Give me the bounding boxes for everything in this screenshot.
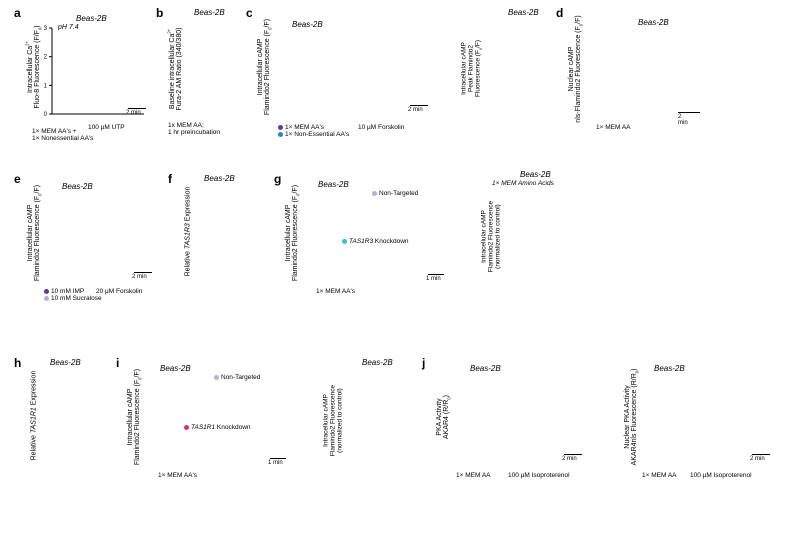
panel-i-bar-ylabel: Intracellular cAMPFlamindo2 Fluorescence… [323, 371, 344, 471]
panel-b-xlabel: 1x MEM AA;1 hr preincubation [168, 122, 220, 136]
scale-bar [134, 272, 152, 273]
scale-bar [564, 454, 582, 455]
cell-line-label: Beas-2B [50, 358, 81, 367]
panel-j1-chart [460, 372, 588, 458]
stim-j2b-label: 100 µM Isoproterenol [690, 472, 752, 479]
panel-letter-e: e [14, 172, 21, 186]
stim-j2a-label: 1× MEM AA [642, 472, 677, 479]
stim-j1b-label: 100 µM Isoproterenol [508, 472, 570, 479]
panel-b-ylabel: Baseline intracellular Ca2+Fura-2 AM Rat… [169, 19, 183, 119]
panel-g-bar [508, 192, 558, 274]
stim1-label: 1× MEM AA's +1× Nonessential AA's [32, 128, 93, 142]
scale-label: 2 min [750, 456, 765, 462]
panel-j2-ylabel: Nuclear PKA ActivityAKAR4nls Fluorescenc… [624, 362, 638, 472]
panel-i-chart [154, 372, 294, 458]
stim-d-label: 1× MEM AA [596, 124, 631, 131]
panel-g: g Beas-2B Intracellular cAMPFlamindo2 Fl… [278, 176, 568, 346]
panel-a-chart: 0123 [52, 28, 144, 114]
panel-f-ylabel: Relative TAS1R3 Expression [185, 182, 192, 282]
panel-d-ylabel: Nuclear cAMPnls-Flamindo2 Fluorescence (… [568, 14, 582, 124]
legend-i1: Non-Targeted [214, 374, 260, 381]
stim-g-label: 1× MEM AA's [316, 288, 355, 295]
svg-text:3: 3 [44, 26, 48, 32]
legend-g1: Non-Targeted [372, 190, 418, 197]
panel-letter-a: a [14, 6, 21, 20]
cell-line-label: Beas-2B [204, 174, 235, 183]
stim-e2-label: 20 µM Forskolin [96, 288, 142, 295]
legend-c: 1× MEM AA's 1× Non-Essential AA's [278, 124, 349, 138]
panel-h-ylabel: Relative TAS1R1 Expression [31, 366, 38, 466]
panel-f-bar [202, 188, 250, 274]
panel-d-chart [596, 22, 702, 108]
panel-c: c Beas-2B Intracellular cAMPFlamindo2 Fl… [250, 10, 546, 158]
panel-letter-h: h [14, 356, 21, 370]
panel-a-ylabel: Intracellular Ca2+Fluo-8 Fluorescence (F… [27, 17, 41, 117]
scale-label: 1 min [268, 460, 283, 466]
scale-bar [752, 454, 770, 455]
legend-e: 10 mM IMP 10 mM Sucralose [44, 288, 102, 302]
scale-label: 2 min [132, 274, 147, 280]
panel-g-chart [312, 188, 452, 274]
panel-c-chart [284, 16, 430, 110]
stim-c2-label: 10 µM Forskolin [358, 124, 404, 131]
scale-bar [128, 108, 146, 109]
panel-g-ylabel: Intracellular cAMPFlamindo2 Fluorescence… [285, 183, 299, 283]
panel-b-chart [192, 22, 234, 110]
panel-letter-i: i [116, 356, 119, 370]
stim-i-label: 1× MEM AA's [158, 472, 197, 479]
panel-d: d Beas-2B Nuclear cAMPnls-Flamindo2 Fluo… [560, 10, 690, 158]
scale-label: 2 min [562, 456, 577, 462]
scale-label: 2 min [126, 110, 141, 116]
panel-letter-d: d [556, 6, 563, 20]
panel-letter-b: b [156, 6, 163, 20]
panel-h: h Beas-2B Relative TAS1R1 Expression [18, 360, 104, 530]
panel-letter-g: g [274, 172, 281, 186]
svg-text:1: 1 [44, 83, 48, 89]
panel-e-ylabel: Intracellular cAMPFlamindo2 Fluorescence… [27, 183, 41, 283]
legend-g2: TAS1R3 Knockdown [342, 238, 409, 245]
svg-text:2: 2 [44, 55, 48, 61]
panel-h-bar [48, 372, 96, 458]
panel-f: f Beas-2B Relative TAS1R3 Expression [172, 176, 258, 346]
panel-letter-c: c [246, 6, 253, 20]
panel-i: i Beas-2B Intracellular cAMPFlamindo2 Fl… [120, 360, 410, 530]
panel-i-bar [350, 372, 400, 458]
scale-label: 2 min [408, 107, 423, 113]
panel-e: e Beas-2B Intracellular cAMPFlamindo2 Fl… [18, 176, 158, 324]
legend-i2: TAS1R1 Knockdown [184, 424, 251, 431]
cell-line-label: Beas-2B [76, 14, 107, 23]
panel-j2-chart [648, 372, 776, 458]
panel-g-bar-ylabel: Intracellular cAMPFlamindo2 Fluorescence… [481, 187, 502, 287]
cell-line-label: Beas-2B [508, 8, 539, 17]
scale-label: 2 min [678, 114, 690, 126]
panel-c-bar [488, 22, 536, 102]
panel-b: b Beas-2B Baseline intracellular Ca2+Fur… [160, 10, 238, 158]
svg-text:0: 0 [44, 112, 48, 118]
scale-bar [678, 112, 700, 113]
stim-j1a-label: 1× MEM AA [456, 472, 491, 479]
scale-bar [428, 274, 444, 275]
panel-a: a Beas-2B pH 7.4 Intracellular Ca2+Fluo-… [18, 10, 148, 158]
cell-line-label: Beas-2B [520, 170, 551, 179]
panel-letter-f: f [168, 172, 172, 186]
stim2-label: 100 µM UTP [88, 124, 125, 131]
panel-c-ylabel: Intracellular cAMPFlamindo2 Fluorescence… [257, 17, 271, 117]
cell-line-label: Beas-2B [362, 358, 393, 367]
panel-letter-j: j [422, 356, 425, 370]
panel-c-bar-ylabel: Intracellular cAMPPeak Flamindo2Fluoresc… [461, 19, 482, 119]
panel-j: j Beas-2B PKA ActivityAKAR4 (R/R0) 1× ME… [426, 360, 786, 530]
panel-e-chart [54, 188, 154, 274]
scale-bar [410, 105, 428, 106]
panel-i-ylabel: Intracellular cAMPFlamindo2 Fluorescence… [127, 367, 141, 467]
scale-bar [270, 458, 286, 459]
cell-line-label: Beas-2B [194, 8, 225, 17]
scale-label: 1 min [426, 276, 441, 282]
panel-j1-ylabel: PKA ActivityAKAR4 (R/R0) [436, 372, 450, 462]
